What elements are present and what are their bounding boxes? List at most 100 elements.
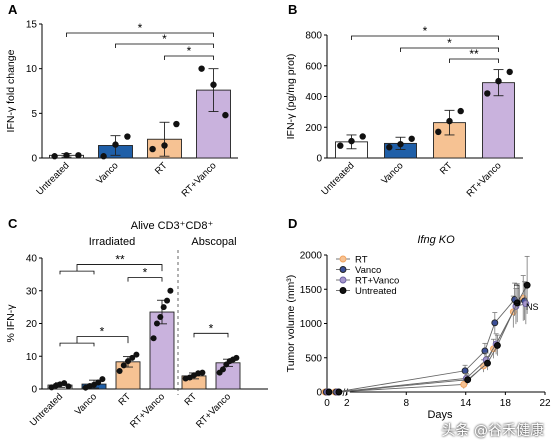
x-tick-label: 2 bbox=[344, 398, 350, 409]
y-axis-label: Tumor volume (mm³) bbox=[285, 275, 297, 373]
data-point bbox=[481, 347, 489, 355]
x-tick-label: Vanco bbox=[379, 160, 405, 186]
panel-label-b: B bbox=[288, 2, 297, 17]
y-axis-label: IFN-γ fold change bbox=[5, 49, 17, 132]
data-point bbox=[335, 388, 343, 396]
data-point bbox=[348, 137, 355, 145]
significance-label: * bbox=[209, 321, 214, 335]
data-point bbox=[198, 65, 205, 72]
data-point bbox=[61, 380, 68, 387]
panel-d-xlabel: Days bbox=[427, 409, 453, 421]
y-tick-label: 15 bbox=[26, 20, 38, 31]
data-point bbox=[116, 367, 123, 374]
x-tick-label: 8 bbox=[403, 398, 409, 409]
data-point bbox=[523, 281, 531, 289]
x-tick-label: RT bbox=[153, 160, 170, 177]
data-point bbox=[124, 133, 131, 140]
x-tick-label: Untreated bbox=[28, 391, 65, 428]
data-point bbox=[199, 369, 206, 376]
x-tick-label: RT bbox=[438, 160, 455, 177]
data-point bbox=[325, 388, 333, 396]
bar bbox=[149, 311, 175, 390]
data-point bbox=[100, 153, 107, 160]
y-tick-label: 30 bbox=[26, 286, 38, 297]
data-point bbox=[125, 358, 131, 365]
panel-c-title: Alive CD3⁺CD8⁺ bbox=[131, 220, 214, 232]
y-tick-label: 0 bbox=[31, 385, 37, 396]
x-tick-label: RT+Vanco bbox=[194, 391, 233, 430]
data-point bbox=[506, 68, 513, 76]
data-point bbox=[461, 367, 469, 375]
significance-label: * bbox=[143, 266, 148, 280]
significance-label: ** bbox=[469, 47, 479, 61]
significance-bracket bbox=[449, 58, 499, 63]
ns-bracket bbox=[514, 284, 520, 305]
data-point bbox=[493, 341, 501, 349]
panel-d-ns-annotation: NS bbox=[526, 302, 539, 312]
x-tick-label: 0 bbox=[324, 398, 330, 409]
panel-a: 0 5 10 15 IFN-γ fold change Untreated Vanco RT R… bbox=[5, 20, 238, 199]
data-point bbox=[408, 135, 415, 142]
panel-label-a: A bbox=[8, 2, 18, 17]
panel-c-subtitle-right: Abscopal bbox=[191, 236, 236, 248]
data-point bbox=[149, 145, 156, 153]
data-point bbox=[173, 120, 180, 128]
data-point bbox=[219, 366, 226, 373]
data-point bbox=[464, 376, 472, 384]
x-tick-label: 18 bbox=[500, 398, 512, 409]
x-tick-label: RT bbox=[183, 391, 200, 408]
significance-bracket bbox=[164, 55, 214, 60]
data-point bbox=[153, 320, 160, 327]
y-tick-label: 5 bbox=[31, 109, 37, 120]
significance-bracket bbox=[400, 47, 499, 52]
x-tick-label: Vanco bbox=[94, 160, 120, 186]
panel-b: 0 200 400 600 800 IFN-γ (pg/mg prot) Untreated… bbox=[285, 24, 523, 199]
watermark: 头条 @谷禾健康 bbox=[441, 423, 544, 439]
significance-bracket bbox=[59, 264, 163, 275]
y-tick-label: 10 bbox=[26, 352, 38, 363]
y-tick-label: 2000 bbox=[300, 251, 323, 262]
x-tick-label: RT+Vanco bbox=[128, 391, 167, 430]
y-tick-label: 800 bbox=[305, 31, 322, 42]
legend-label: Vanco bbox=[355, 265, 381, 276]
y-axis-label: IFN-γ (pg/mg prot) bbox=[285, 54, 297, 140]
significance-bracket bbox=[193, 332, 229, 338]
data-point bbox=[51, 153, 58, 160]
data-point bbox=[233, 354, 240, 361]
data-point bbox=[495, 77, 502, 85]
significance-bracket bbox=[351, 35, 499, 40]
data-point bbox=[63, 152, 70, 159]
legend-label: Untreated bbox=[355, 286, 397, 297]
significance-label: * bbox=[423, 24, 428, 38]
significance-bracket bbox=[59, 336, 129, 347]
x-tick-label: Vanco bbox=[73, 391, 99, 417]
data-point bbox=[386, 144, 393, 151]
panel-label-c: C bbox=[8, 216, 18, 231]
y-tick-label: 1500 bbox=[300, 285, 323, 296]
significance-label: ** bbox=[115, 253, 125, 267]
data-point bbox=[460, 381, 468, 388]
y-tick-label: 200 bbox=[305, 123, 322, 134]
data-point bbox=[359, 133, 366, 140]
y-tick-label: 600 bbox=[305, 61, 322, 72]
panel-label-d: D bbox=[288, 216, 297, 231]
y-tick-label: 400 bbox=[305, 92, 322, 103]
x-tick-label: RT+Vanco bbox=[180, 160, 219, 199]
x-tick-label: RT+Vanco bbox=[465, 160, 504, 199]
legend-label: RT bbox=[355, 255, 368, 266]
data-point bbox=[99, 376, 106, 383]
data-point bbox=[484, 359, 491, 367]
panel-d: // 0 500 1000 1500 2000 0 2 8 14 18 22 Tumor volume … bbox=[285, 251, 551, 410]
y-tick-label: 500 bbox=[305, 353, 322, 364]
significance-bracket bbox=[115, 43, 214, 48]
significance-label: * bbox=[100, 325, 105, 339]
data-point bbox=[75, 152, 82, 159]
legend-marker bbox=[339, 266, 347, 273]
data-point bbox=[129, 354, 136, 361]
data-point bbox=[161, 142, 168, 149]
data-point bbox=[457, 107, 464, 115]
y-tick-label: 40 bbox=[26, 254, 38, 265]
x-tick-label: 22 bbox=[539, 398, 551, 409]
x-tick-label: RT bbox=[117, 391, 134, 408]
